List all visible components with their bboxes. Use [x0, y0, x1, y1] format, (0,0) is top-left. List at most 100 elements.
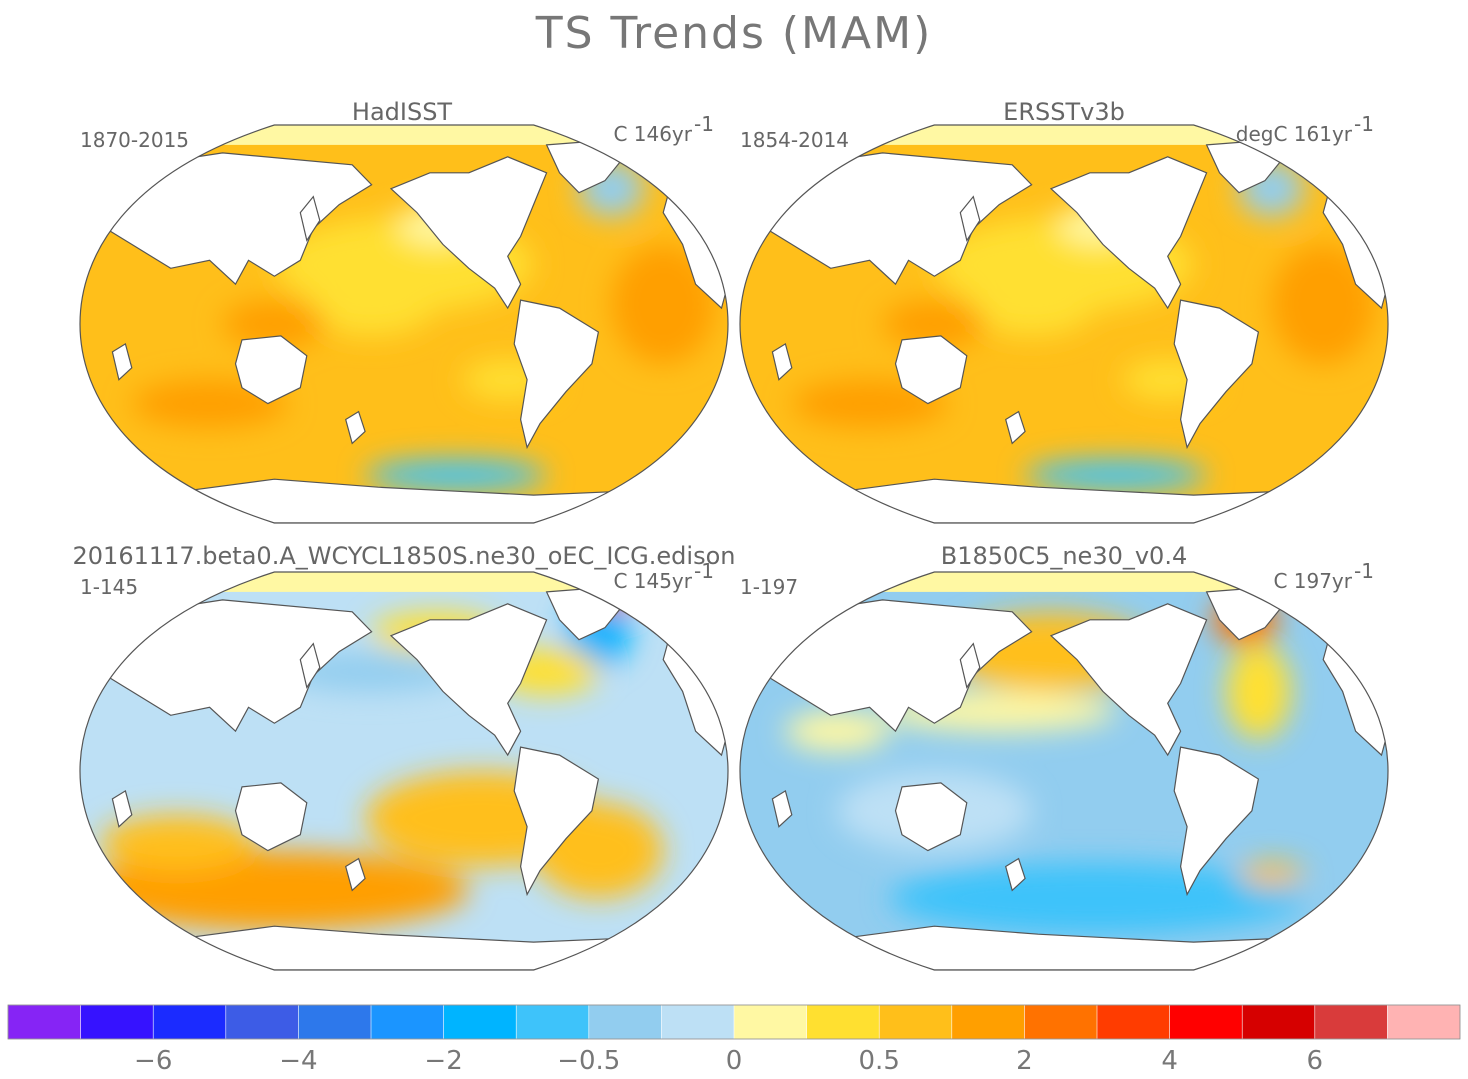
panel-units: C 145yr: [613, 569, 692, 593]
colorbar-swatch: [80, 1004, 154, 1040]
land-madagascar: [771, 789, 793, 828]
land-antarctica: [816, 478, 1312, 523]
colorbar-tick-label: 0.5: [859, 1046, 900, 1076]
land-australia: [894, 335, 968, 405]
colorbar-swatch: [1387, 1004, 1461, 1040]
land-madagascar: [771, 342, 793, 381]
panel-period: 1870-2015: [80, 128, 189, 152]
colorbar-swatch: [370, 1004, 445, 1040]
land-southAmerica: [513, 299, 600, 450]
colorbar-swatch: [515, 1004, 590, 1040]
colorbar-swatch: [7, 1004, 82, 1040]
anomaly-region: [99, 814, 255, 871]
panel-units-exponent: -1: [1354, 559, 1374, 583]
anomaly-region: [966, 272, 1097, 336]
colorbar-tick-label: 2: [1016, 1046, 1033, 1076]
panel-period: 1-197: [740, 575, 798, 599]
panel-title: B1850C5_ne30_v0.4: [941, 542, 1187, 570]
colorbar-swatch: [588, 1004, 662, 1040]
land-japan: [959, 642, 981, 689]
colorbar-tick-label: 0: [726, 1046, 743, 1076]
colorbar-tick-label: 4: [1161, 1046, 1178, 1076]
land-southAmerica: [513, 746, 600, 897]
panel-units: C 197yr: [1273, 569, 1352, 593]
colorbar-swatch: [661, 1004, 735, 1040]
anomaly-region: [1271, 244, 1376, 364]
land-southAmerica: [1173, 299, 1260, 450]
land-southAmerica: [1173, 746, 1260, 897]
anomaly-region: [306, 272, 437, 336]
colorbar-tick-label: −2: [424, 1046, 462, 1076]
land-newZealand: [345, 857, 366, 892]
colorbar-swatch: [1314, 1004, 1389, 1040]
colorbar-swatch: [225, 1004, 300, 1040]
colorbar-swatch: [1241, 1004, 1316, 1040]
land-madagascar: [111, 789, 133, 828]
panel-units-exponent: -1: [694, 112, 714, 136]
map-frame: [739, 571, 1389, 971]
colorbar-tick-label: 6: [1307, 1046, 1324, 1076]
panel-title: 20161117.beta0.A_WCYCL1850S.ne30_oEC_ICG…: [73, 542, 736, 570]
land-antarctica: [156, 925, 652, 970]
colorbar-swatch: [878, 1004, 953, 1040]
land-newZealand: [1005, 857, 1026, 892]
anomaly-region: [889, 862, 1304, 935]
panel-period: 1-145: [80, 575, 138, 599]
colorbar-swatch: [806, 1004, 880, 1040]
field-anomalies: [131, 160, 716, 492]
land-japan: [959, 195, 981, 242]
land-australia: [894, 782, 968, 852]
panel-title: ERSSTv3b: [1003, 98, 1125, 126]
map-panel-1: HadISST 1870-2015 C 146yr -1: [79, 98, 729, 524]
panel-units-exponent: -1: [694, 559, 714, 583]
land-antarctica: [156, 478, 652, 523]
anomaly-region: [222, 300, 327, 348]
land-japan: [299, 195, 321, 242]
land-antarctica: [816, 925, 1312, 970]
land-madagascar: [111, 342, 133, 381]
panel-units: C 146yr: [613, 122, 692, 146]
colorbar-swatch: [298, 1004, 372, 1040]
land-newZealand: [1005, 410, 1026, 445]
colorbar-swatch: [1169, 1004, 1243, 1040]
land-northAmerica: [389, 603, 548, 757]
land-northAmerica: [389, 156, 548, 310]
land-northAmerica: [1049, 156, 1208, 310]
trend-field: [80, 572, 728, 970]
land-australia: [234, 782, 308, 852]
colorbar-outline: [7, 1004, 1461, 1040]
colorbar-tick-label: −6: [134, 1046, 172, 1076]
land-japan: [299, 642, 321, 689]
land-newZealand: [345, 410, 366, 445]
panel-units-exponent: -1: [1354, 112, 1374, 136]
anomaly-region: [882, 300, 987, 348]
colorbar-swatch: [733, 1004, 808, 1040]
colorbar-swatch: [443, 1004, 517, 1040]
colorbar: −6 −4 −2 −0.5 0 0.5 2 4 6: [7, 1004, 1461, 1076]
colorbar-tick-label: −0.5: [557, 1046, 620, 1076]
land-australia: [234, 335, 308, 405]
panel-period: 1854-2014: [740, 128, 849, 152]
anomaly-region: [365, 459, 547, 492]
figure-title: TS Trends (MAM): [535, 8, 932, 59]
anomaly-region: [611, 244, 716, 364]
map-panel-2: ERSSTv3b 1854-2014 degC 161yr -1: [739, 98, 1389, 524]
map-frame: [79, 124, 729, 524]
anomaly-region: [785, 711, 890, 752]
map-panel-3: 20161117.beta0.A_WCYCL1850S.ne30_oEC_ICG…: [73, 542, 736, 971]
anomaly-region: [1238, 862, 1304, 887]
land-northAmerica: [1049, 603, 1208, 757]
anomaly-region: [1025, 459, 1207, 492]
colorbar-swatch: [951, 1004, 1025, 1040]
colorbar-swatch: [1024, 1004, 1098, 1040]
panel-title: HadISST: [352, 98, 453, 126]
colorbar-tick-label: −4: [279, 1046, 317, 1076]
map-frame: [739, 124, 1389, 524]
anomaly-region: [1226, 643, 1291, 740]
colorbar-swatch: [152, 1004, 227, 1040]
map-frame: [79, 571, 729, 971]
colorbar-swatch: [1096, 1004, 1171, 1040]
panel-units: degC 161yr: [1236, 122, 1353, 146]
